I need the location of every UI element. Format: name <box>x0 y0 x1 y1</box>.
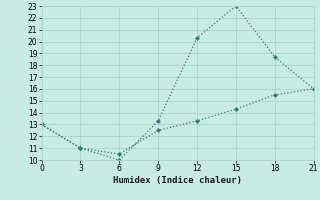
X-axis label: Humidex (Indice chaleur): Humidex (Indice chaleur) <box>113 176 242 185</box>
